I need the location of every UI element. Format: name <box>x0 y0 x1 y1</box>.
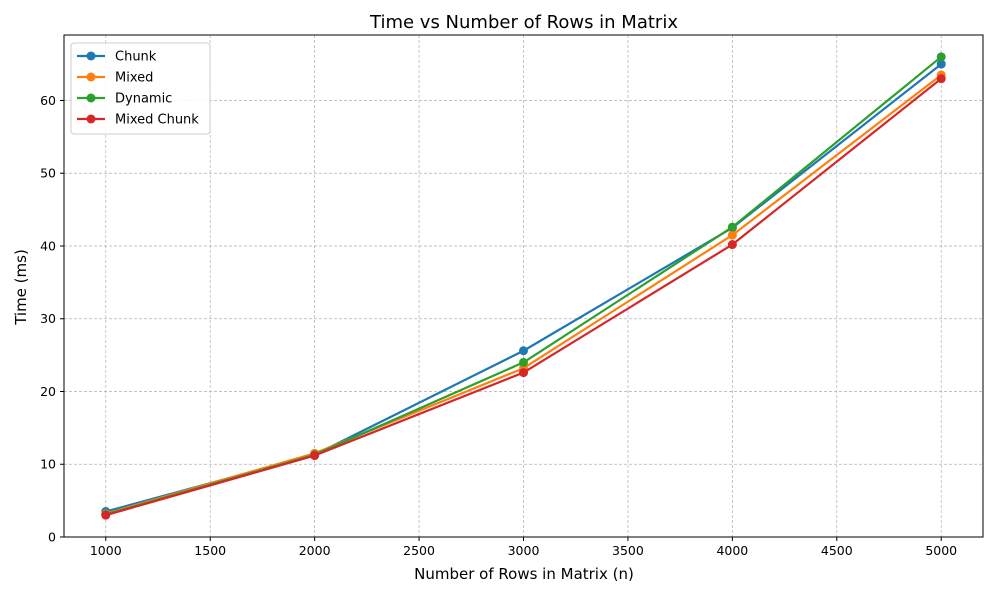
axis-ticks: 1000 1500 2000 2500 3000 3500 4000 4500 5000 0 10 2… <box>40 93 957 558</box>
x-tick-label: 3500 <box>612 543 644 558</box>
legend-swatch-marker <box>86 114 96 124</box>
x-tick-label: 2500 <box>403 543 435 558</box>
legend-swatch-marker <box>86 93 96 103</box>
y-tick-label: 50 <box>40 166 56 181</box>
x-tick-label: 5000 <box>925 543 957 558</box>
y-tick-label: 30 <box>40 311 56 326</box>
x-tick-label: 2000 <box>299 543 331 558</box>
legend-label: Mixed Chunk <box>115 113 199 128</box>
data-point-mixed-chunk <box>101 510 111 520</box>
x-tick-label: 1000 <box>90 543 122 558</box>
legend-box <box>70 42 211 135</box>
series-layer <box>101 52 946 520</box>
chart-title: Time vs Number of Rows in Matrix <box>369 12 678 33</box>
x-tick-label: 1500 <box>194 543 226 558</box>
y-tick-label: 40 <box>40 238 56 253</box>
y-tick-label: 60 <box>40 93 56 108</box>
data-point-dynamic <box>727 222 737 232</box>
legend-label: Chunk <box>115 50 157 65</box>
y-tick-label: 0 <box>48 530 56 545</box>
series-mixed-chunk <box>101 74 946 520</box>
data-point-dynamic <box>936 52 946 62</box>
data-point-chunk <box>519 346 528 356</box>
y-axis-label: Time (ms) <box>12 249 30 326</box>
legend-item-chunk: Chunk <box>77 50 157 65</box>
legend-item-dynamic: Dynamic <box>77 92 172 107</box>
data-point-mixed <box>727 230 737 240</box>
legend-item-mixed: Mixed <box>77 71 153 86</box>
y-tick-label: 10 <box>40 457 56 472</box>
x-tick-label: 3000 <box>508 543 540 558</box>
data-point-dynamic <box>519 357 528 367</box>
data-point-mixed-chunk <box>310 451 320 461</box>
legend-swatch-marker <box>86 72 96 82</box>
data-point-mixed-chunk <box>936 74 946 84</box>
data-point-mixed-chunk <box>727 240 737 250</box>
x-tick-label: 4500 <box>821 543 853 558</box>
legend-label: Dynamic <box>115 92 172 107</box>
legend: Chunk Mixed Dynamic Mixed Chunk <box>70 42 211 135</box>
legend-label: Mixed <box>115 71 153 86</box>
legend-swatch-marker <box>86 51 96 61</box>
x-axis-label: Number of Rows in Matrix (n) <box>414 565 634 583</box>
legend-item-mixed-chunk: Mixed Chunk <box>77 113 199 128</box>
x-tick-label: 4000 <box>716 543 748 558</box>
data-point-chunk <box>936 59 946 69</box>
y-tick-label: 20 <box>40 384 56 399</box>
data-point-mixed-chunk <box>519 368 528 378</box>
